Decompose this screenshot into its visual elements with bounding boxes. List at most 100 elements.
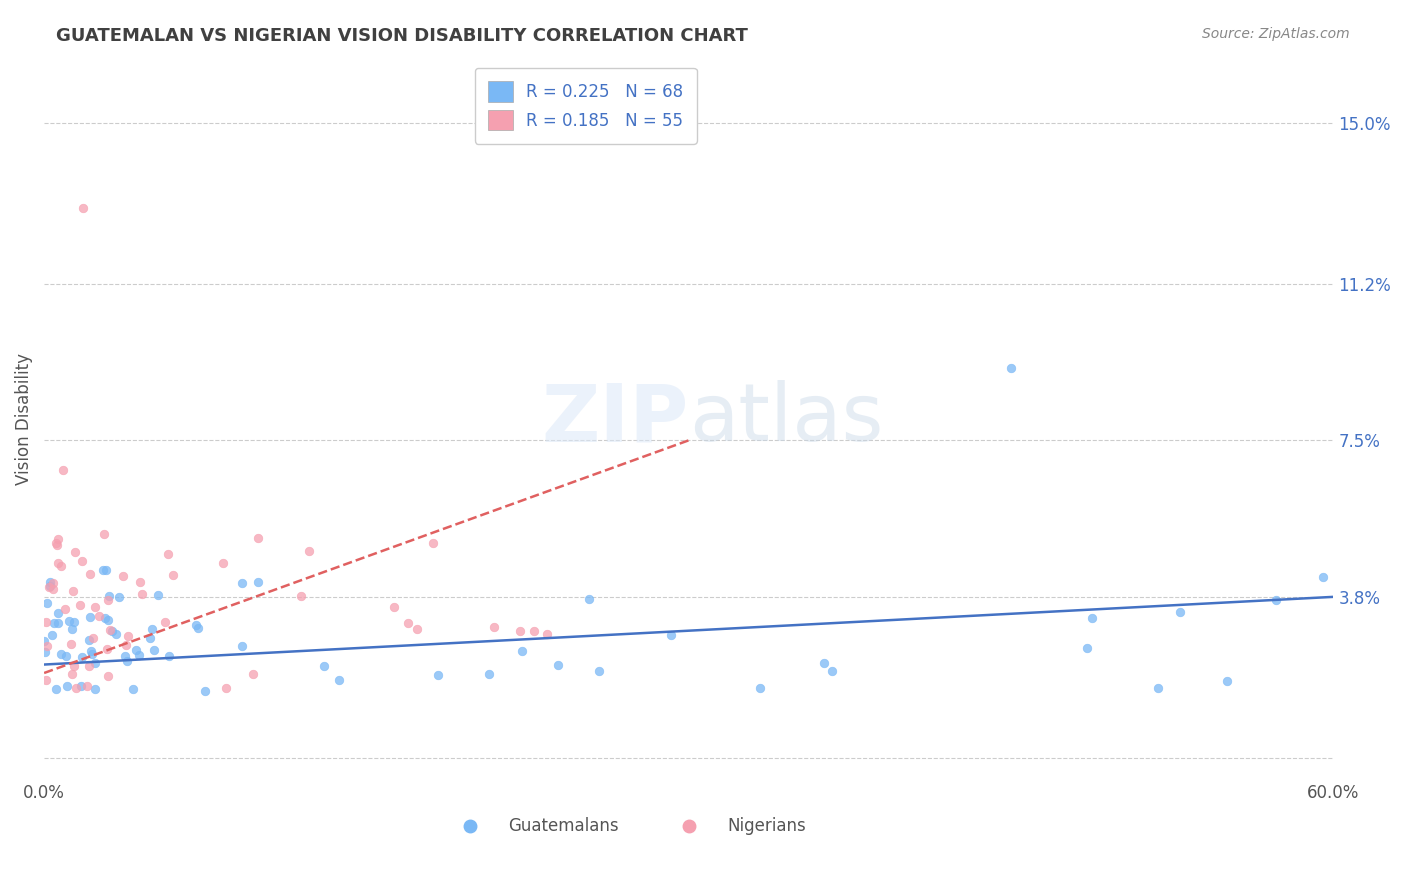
Point [578, 591, 600, 606]
Text: Guatemalans: Guatemalans [508, 816, 619, 835]
Point [42, 582, 65, 596]
Point [69, 598, 91, 612]
Point [79, 644, 101, 658]
Point [52, 463, 75, 477]
Point [35, 673, 58, 687]
Point [484, 620, 506, 634]
Point [143, 642, 166, 657]
Point [93, 527, 115, 541]
Y-axis label: Vision Disability: Vision Disability [15, 353, 32, 485]
Point [1265, 592, 1288, 607]
Point [312, 659, 335, 673]
Point [72, 201, 94, 215]
Point [212, 557, 235, 571]
Point [231, 575, 253, 590]
Point [146, 588, 169, 602]
Point [111, 569, 134, 583]
Point [39, 575, 62, 590]
Point [70, 650, 93, 665]
Point [83, 657, 105, 671]
Point [1076, 640, 1098, 655]
Point [588, 665, 610, 679]
Point [60, 622, 83, 636]
Point [1168, 605, 1191, 619]
Text: Nigerians: Nigerians [727, 816, 806, 835]
Point [94, 611, 117, 625]
Point [138, 631, 160, 645]
Point [55, 648, 77, 663]
Point [749, 681, 772, 695]
Text: atlas: atlas [689, 380, 883, 458]
Point [107, 591, 129, 605]
Point [94, 563, 117, 577]
Point [46, 607, 69, 621]
Point [69, 679, 91, 693]
Point [63, 615, 86, 630]
Point [79, 659, 101, 673]
Point [46, 556, 69, 570]
Point [115, 654, 138, 668]
Point [37, 596, 59, 610]
Point [96, 641, 118, 656]
Point [62, 659, 84, 673]
Point [1000, 361, 1022, 376]
Legend: R = 0.225   N = 68, R = 0.185   N = 55: R = 0.225 N = 68, R = 0.185 N = 55 [475, 68, 696, 144]
Point [128, 648, 150, 663]
Point [328, 673, 350, 688]
Point [82, 631, 104, 645]
Point [34, 645, 56, 659]
Point [41, 628, 63, 642]
Point [48, 615, 70, 630]
Point [45, 536, 67, 550]
Point [122, 682, 145, 697]
Point [45, 681, 67, 696]
Point [98, 623, 121, 637]
Point [1081, 611, 1104, 625]
Point [97, 613, 120, 627]
Point [34, 615, 56, 629]
Point [157, 548, 180, 562]
Point [1147, 681, 1170, 695]
Point [821, 664, 844, 678]
Point [509, 624, 531, 638]
Point [162, 568, 184, 582]
Point [62, 584, 84, 599]
Point [141, 622, 163, 636]
Point [51, 559, 73, 574]
Point [478, 667, 501, 681]
Point [547, 658, 569, 673]
Point [77, 632, 100, 647]
Text: GUATEMALAN VS NIGERIAN VISION DISABILITY CORRELATION CHART: GUATEMALAN VS NIGERIAN VISION DISABILITY… [56, 27, 748, 45]
Point [34, 634, 56, 648]
Point [215, 681, 238, 695]
Point [97, 589, 120, 603]
Point [46, 533, 69, 547]
Point [63, 545, 86, 559]
Point [83, 600, 105, 615]
Point [246, 574, 269, 589]
Text: ZIP: ZIP [541, 380, 689, 458]
Point [84, 682, 107, 697]
Point [523, 624, 546, 639]
Point [1312, 570, 1334, 584]
Point [194, 684, 217, 698]
Point [58, 614, 80, 628]
Point [382, 599, 405, 614]
Point [80, 647, 103, 661]
Point [38, 580, 60, 594]
Point [231, 639, 253, 653]
Point [105, 627, 128, 641]
Point [97, 592, 120, 607]
Point [426, 668, 449, 682]
Point [186, 618, 208, 632]
Point [246, 531, 269, 545]
Point [60, 667, 83, 681]
Point [290, 589, 312, 603]
Point [79, 610, 101, 624]
Point [298, 544, 321, 558]
Point [101, 624, 124, 639]
Point [187, 621, 209, 635]
Point [536, 627, 558, 641]
Point [59, 636, 82, 650]
Point [41, 575, 63, 590]
